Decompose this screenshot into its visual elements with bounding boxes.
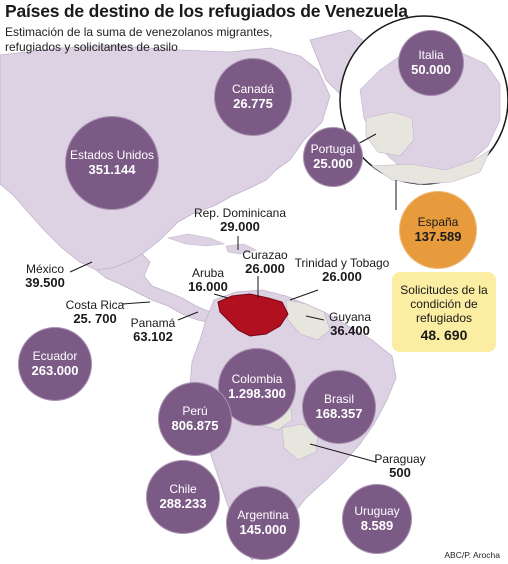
page-title: Países de destino de los refugiados de V… bbox=[5, 1, 408, 21]
label-rep-dominicana: Rep. Dominicana 29.000 bbox=[190, 206, 290, 234]
connector-guyana bbox=[305, 315, 325, 321]
connector-aruba bbox=[213, 293, 229, 299]
label-aruba-value: 16.000 bbox=[188, 279, 228, 294]
label-guyana: Guyana 36.400 bbox=[326, 310, 374, 338]
bubble-argentina-value: 145.000 bbox=[239, 522, 287, 537]
bubble-chile: Chile 288.233 bbox=[146, 460, 220, 534]
bubble-italia: Italia 50.000 bbox=[398, 30, 464, 96]
bubble-canada-name: Canadá bbox=[231, 82, 275, 96]
bubble-canada: Canadá 26.775 bbox=[214, 58, 292, 136]
bubble-ecuador: Ecuador 263.000 bbox=[18, 327, 92, 401]
bubble-italia-name: Italia bbox=[418, 48, 444, 62]
guyana-region bbox=[285, 299, 331, 341]
bubble-portugal-name: Portugal bbox=[310, 142, 356, 156]
label-panama-name: Panamá bbox=[130, 316, 176, 330]
label-rep-dominicana-name: Rep. Dominicana bbox=[193, 206, 287, 220]
asylum-requests-text: Solicitudes de la condición de refugiado… bbox=[400, 282, 488, 325]
page-subtitle: Estimación de la suma de venezolanos mig… bbox=[5, 25, 273, 54]
bubble-peru-name: Perú bbox=[182, 404, 208, 418]
bubble-uruguay-name: Uruguay bbox=[354, 504, 400, 518]
bubble-ecuador-name: Ecuador bbox=[32, 349, 78, 363]
africa-north-land bbox=[371, 149, 491, 185]
label-mexico-name: México bbox=[25, 262, 64, 276]
bubble-portugal-value: 25.000 bbox=[313, 156, 353, 171]
bubble-ecuador-value: 263.000 bbox=[31, 363, 79, 378]
bubble-argentina: Argentina 145.000 bbox=[226, 486, 300, 560]
label-curazao: Curazao 26.000 bbox=[238, 248, 292, 276]
bubble-brasil: Brasil 168.357 bbox=[302, 370, 376, 444]
bubble-usa-name: Estados Unidos bbox=[69, 148, 155, 162]
label-trinidad-value: 26.000 bbox=[322, 269, 362, 284]
bubble-peru: Perú 806.875 bbox=[158, 382, 232, 456]
label-costa-rica: Costa Rica 25. 700 bbox=[64, 298, 126, 326]
bubble-espana-name: España bbox=[417, 215, 459, 229]
cuba-land bbox=[166, 233, 226, 247]
label-mexico: México 39.500 bbox=[20, 262, 70, 290]
label-aruba: Aruba 16.000 bbox=[184, 266, 232, 294]
bubble-peru-value: 806.875 bbox=[171, 418, 219, 433]
bubble-brasil-name: Brasil bbox=[323, 392, 354, 406]
bubble-chile-value: 288.233 bbox=[159, 496, 207, 511]
connector-mexico bbox=[69, 261, 93, 273]
asylum-requests-box: Solicitudes de la condición de refugiado… bbox=[392, 272, 496, 352]
label-paraguay-value: 500 bbox=[389, 465, 411, 480]
label-trinidad: Trinidad y Tobago 26.000 bbox=[292, 256, 392, 284]
label-rep-dominicana-value: 29.000 bbox=[220, 219, 260, 234]
bubble-canada-value: 26.775 bbox=[233, 96, 273, 111]
label-panama-value: 63.102 bbox=[133, 329, 173, 344]
bubble-chile-name: Chile bbox=[169, 482, 197, 496]
venezuela-shape bbox=[217, 293, 289, 337]
bubble-uruguay-value: 8.589 bbox=[360, 518, 394, 533]
label-curazao-value: 26.000 bbox=[245, 261, 285, 276]
bubble-uruguay: Uruguay 8.589 bbox=[342, 484, 412, 554]
label-paraguay: Paraguay 500 bbox=[372, 452, 428, 480]
label-aruba-name: Aruba bbox=[191, 266, 225, 280]
label-guyana-value: 36.400 bbox=[330, 323, 370, 338]
label-costa-rica-name: Costa Rica bbox=[65, 298, 125, 312]
bubble-colombia-name: Colombia bbox=[231, 372, 283, 386]
credit-label: ABC/P. Arocha bbox=[444, 550, 500, 560]
bubble-usa: Estados Unidos 351.144 bbox=[65, 116, 159, 210]
hispaniola-land bbox=[225, 243, 257, 255]
label-panama: Panamá 63.102 bbox=[126, 316, 180, 344]
bubble-brasil-value: 168.357 bbox=[315, 406, 363, 421]
bubble-portugal: Portugal 25.000 bbox=[303, 127, 363, 187]
label-guyana-name: Guyana bbox=[328, 310, 372, 324]
bubble-italia-value: 50.000 bbox=[411, 62, 451, 77]
bubble-usa-value: 351.144 bbox=[88, 162, 136, 177]
label-paraguay-name: Paraguay bbox=[374, 452, 426, 466]
label-mexico-value: 39.500 bbox=[25, 275, 65, 290]
paraguay-region bbox=[281, 423, 319, 461]
bubble-espana-value: 137.589 bbox=[414, 229, 462, 244]
bubble-argentina-name: Argentina bbox=[237, 508, 289, 522]
connector-panama bbox=[177, 311, 199, 321]
bubble-espana: España 137.589 bbox=[399, 191, 477, 269]
connector-paraguay bbox=[309, 443, 377, 463]
connector-trinidad bbox=[289, 289, 319, 301]
label-curazao-name: Curazao bbox=[242, 248, 288, 262]
label-costa-rica-value: 25. 700 bbox=[73, 311, 117, 326]
label-trinidad-name: Trinidad y Tobago bbox=[294, 256, 390, 270]
connector-costa-rica bbox=[121, 301, 151, 305]
asylum-requests-value: 48. 690 bbox=[420, 326, 468, 343]
bubble-colombia-value: 1.298.300 bbox=[228, 386, 286, 401]
